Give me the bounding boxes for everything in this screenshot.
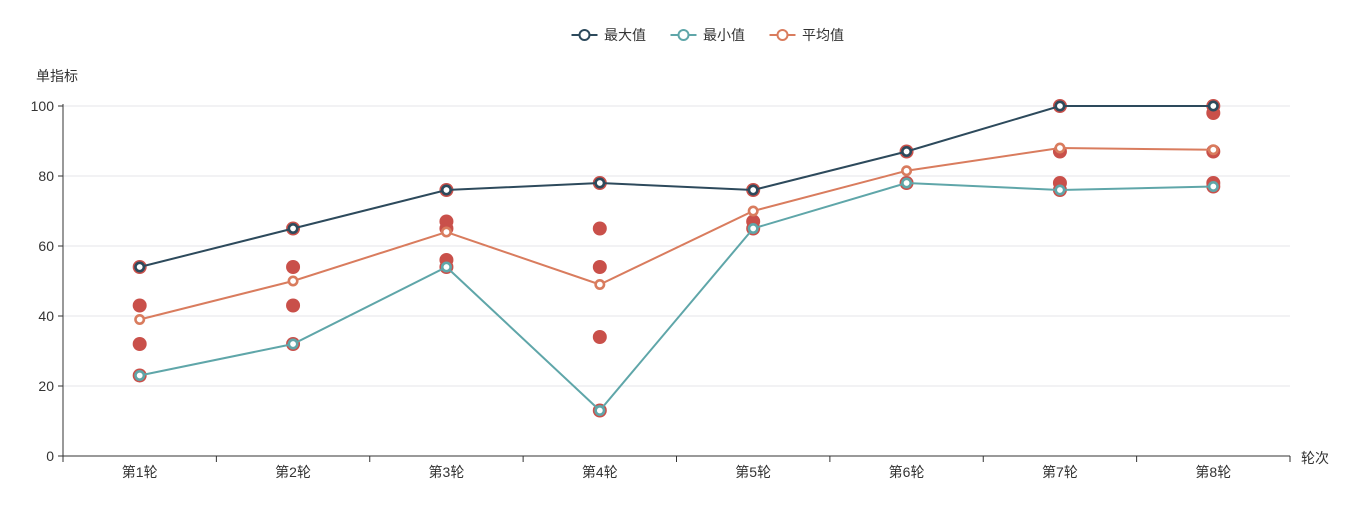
scatter-point[interactable]: [592, 221, 607, 236]
x-tick-label: 第5轮: [735, 464, 771, 480]
legend-max-line-circle-icon: [571, 29, 597, 41]
legend-item-min[interactable]: 最小值: [670, 28, 745, 42]
series-point-avg[interactable]: [1054, 142, 1066, 154]
series-point-avg[interactable]: [134, 313, 146, 325]
series-line-min: [139, 181, 1214, 412]
y-tick-label: 100: [31, 98, 55, 114]
series-point-avg[interactable]: [747, 205, 759, 217]
series-point-min[interactable]: [594, 404, 606, 416]
scatter-point[interactable]: [286, 260, 301, 274]
series-point-min[interactable]: [747, 223, 759, 235]
x-tick-label: 第8轮: [1195, 464, 1231, 480]
scatter-point[interactable]: [592, 260, 607, 274]
series-point-min[interactable]: [901, 177, 913, 189]
series-point-max[interactable]: [440, 184, 452, 196]
legend-label-min: 最小值: [703, 27, 745, 43]
series-point-min[interactable]: [1054, 184, 1066, 196]
series-point-max[interactable]: [287, 223, 299, 235]
series-line-avg: [139, 146, 1214, 321]
series-point-max[interactable]: [1207, 100, 1219, 112]
series-point-max[interactable]: [134, 261, 146, 273]
series-point-max[interactable]: [901, 146, 913, 158]
y-tick-label: 20: [38, 378, 54, 394]
x-tick-label: 第2轮: [275, 464, 311, 480]
scatter-point[interactable]: [132, 298, 147, 313]
scatter-point[interactable]: [592, 330, 607, 344]
legend-item-avg[interactable]: 平均值: [769, 28, 844, 42]
series-point-min[interactable]: [287, 338, 299, 350]
scatter-point[interactable]: [286, 298, 301, 313]
chart-legend: 最大值 最小值 平均值: [571, 28, 844, 42]
series-line-max: [139, 105, 1214, 268]
legend-min-line-circle-icon: [670, 29, 696, 41]
legend-item-max[interactable]: 最大值: [571, 28, 646, 42]
legend-label-max: 最大值: [604, 27, 646, 43]
x-tick-label: 第4轮: [582, 464, 618, 480]
series-point-max[interactable]: [1054, 100, 1066, 112]
series-point-min[interactable]: [1207, 181, 1219, 193]
y-tick-label: 0: [46, 448, 54, 464]
series-point-avg[interactable]: [594, 278, 606, 290]
series-point-min[interactable]: [134, 369, 146, 381]
series-point-min[interactable]: [440, 261, 452, 273]
x-tick-label: 第6轮: [889, 464, 925, 480]
x-tick-label: 第1轮: [122, 464, 158, 480]
series-point-avg[interactable]: [901, 165, 913, 177]
legend-avg-line-circle-icon: [769, 29, 795, 41]
x-tick-label: 第7轮: [1042, 464, 1078, 480]
scatter-point[interactable]: [132, 337, 147, 351]
series-point-max[interactable]: [747, 184, 759, 196]
series-point-avg[interactable]: [440, 226, 452, 238]
legend-label-avg: 平均值: [802, 27, 844, 43]
x-axis-title: 轮次: [1301, 450, 1329, 466]
y-axis-title: 单指标: [36, 68, 78, 84]
series-point-max[interactable]: [594, 177, 606, 189]
x-tick-label: 第3轮: [429, 464, 465, 480]
series-point-avg[interactable]: [287, 275, 299, 287]
y-tick-label: 80: [38, 168, 54, 184]
series-point-avg[interactable]: [1207, 144, 1219, 156]
y-tick-label: 60: [38, 238, 54, 254]
y-tick-label: 40: [38, 308, 54, 324]
